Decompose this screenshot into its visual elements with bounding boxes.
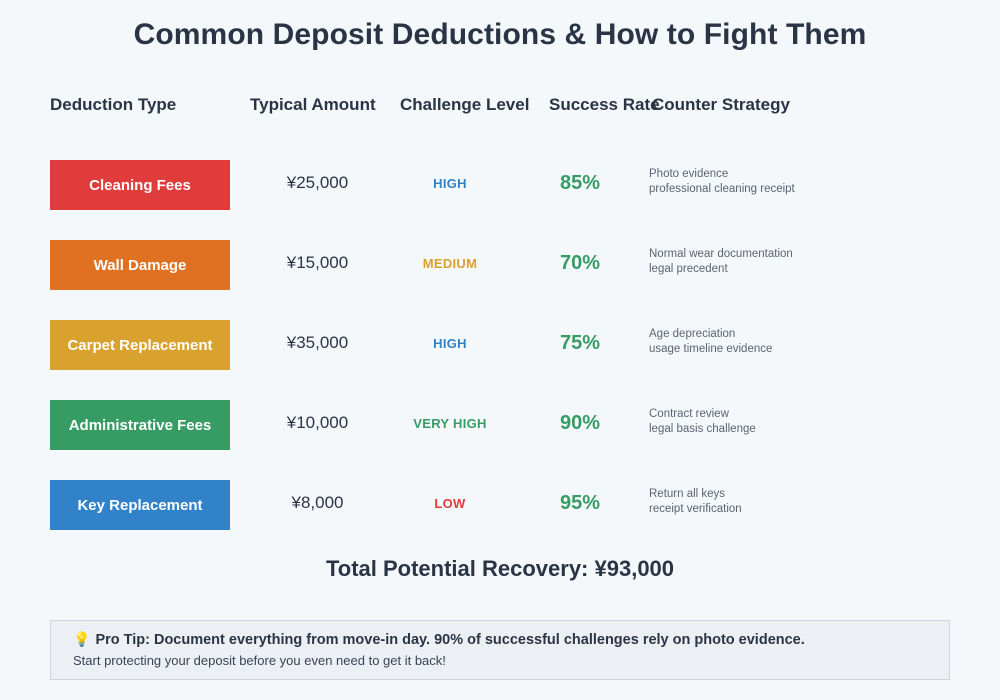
- counter-strategy-line-2: usage timeline evidence: [649, 343, 773, 355]
- deduction-type-bar: Key Replacement: [50, 480, 230, 530]
- column-header-challenge-level: Challenge Level: [400, 95, 530, 114]
- counter-strategy: Return all keys receipt verification: [649, 487, 949, 517]
- table-row: Wall Damage ¥15,000 MEDIUM 70% Normal we…: [0, 220, 1000, 300]
- column-header-success-rate: Success Rate: [549, 95, 660, 114]
- success-rate: 70%: [559, 252, 601, 274]
- deduction-type-bar: Administrative Fees: [50, 400, 230, 450]
- counter-strategy-line-2: professional cleaning receipt: [649, 183, 795, 195]
- challenge-level: VERY HIGH: [413, 416, 487, 431]
- pro-tip-message: Pro Tip: Document everything from move-i…: [95, 632, 805, 648]
- deduction-type-bar: Wall Damage: [50, 240, 230, 290]
- typical-amount: ¥35,000: [286, 333, 349, 352]
- counter-strategy-line-1: Return all keys: [649, 488, 726, 500]
- typical-amount: ¥8,000: [291, 493, 344, 512]
- counter-strategy: Normal wear documentation legal preceden…: [649, 247, 949, 277]
- deduction-type-bar: Carpet Replacement: [50, 320, 230, 370]
- lightbulb-icon: 💡: [73, 631, 91, 647]
- counter-strategy: Contract review legal basis challenge: [649, 407, 949, 437]
- success-rate: 75%: [559, 332, 601, 354]
- typical-amount: ¥10,000: [286, 413, 349, 432]
- typical-amount: ¥25,000: [286, 173, 349, 192]
- counter-strategy-line-2: receipt verification: [649, 503, 742, 515]
- table-row: Carpet Replacement ¥35,000 HIGH 75% Age …: [0, 300, 1000, 380]
- counter-strategy-line-2: legal precedent: [649, 263, 728, 275]
- total-potential-recovery: Total Potential Recovery: ¥93,000: [325, 556, 675, 581]
- counter-strategy-line-1: Normal wear documentation: [649, 248, 793, 260]
- table-row: Key Replacement ¥8,000 LOW 95% Return al…: [0, 460, 1000, 540]
- pro-tip-main-text: 💡 Pro Tip: Document everything from move-…: [73, 631, 805, 648]
- deduction-type-bar: Cleaning Fees: [50, 160, 230, 210]
- counter-strategy-line-1: Photo evidence: [649, 168, 729, 180]
- deductions-table: Deduction Type Typical Amount Challenge …: [0, 95, 1000, 535]
- table-row: Cleaning Fees ¥25,000 HIGH 85% Photo evi…: [0, 140, 1000, 220]
- table-row: Administrative Fees ¥10,000 VERY HIGH 90…: [0, 380, 1000, 460]
- pro-tip-box: 💡 Pro Tip: Document everything from move-…: [50, 620, 950, 680]
- success-rate: 90%: [559, 412, 601, 434]
- success-rate: 95%: [559, 492, 601, 514]
- challenge-level: LOW: [434, 496, 466, 511]
- success-rate: 85%: [559, 172, 601, 194]
- challenge-level: HIGH: [433, 176, 467, 191]
- counter-strategy: Age depreciation usage timeline evidence: [649, 327, 949, 357]
- counter-strategy-line-1: Age depreciation: [649, 328, 736, 340]
- counter-strategy: Photo evidence professional cleaning rec…: [649, 167, 949, 197]
- column-header-counter-strategy: Counter Strategy: [652, 95, 790, 114]
- challenge-level: MEDIUM: [422, 256, 478, 271]
- typical-amount: ¥15,000: [286, 253, 349, 272]
- counter-strategy-line-2: legal basis challenge: [649, 423, 756, 435]
- page-title: Common Deposit Deductions & How to Fight…: [133, 18, 867, 51]
- counter-strategy-line-1: Contract review: [649, 408, 729, 420]
- challenge-level: HIGH: [433, 336, 467, 351]
- pro-tip-sub-text: Start protecting your deposit before you…: [73, 653, 446, 668]
- column-header-typical-amount: Typical Amount: [250, 95, 376, 114]
- column-header-deduction-type: Deduction Type: [50, 95, 177, 114]
